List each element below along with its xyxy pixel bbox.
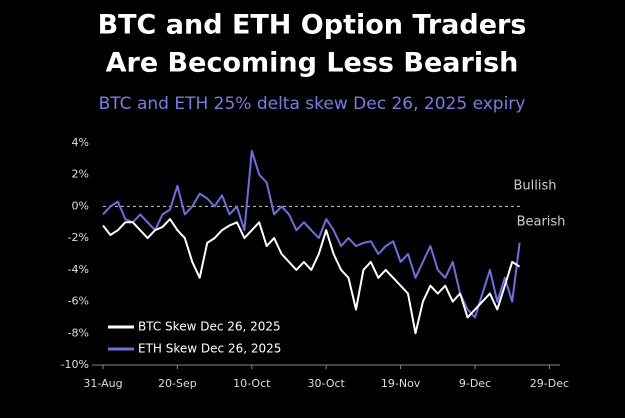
y-tick-label: -8%	[68, 326, 89, 339]
legend-label: BTC Skew Dec 26, 2025	[138, 320, 281, 334]
y-tick-label: -10%	[61, 358, 89, 371]
y-tick-label: -4%	[68, 263, 89, 276]
chart-title: Are Becoming Less Bearish	[106, 48, 519, 79]
chart-title: BTC and ETH Option Traders	[98, 10, 527, 41]
annotation: Bearish	[517, 215, 566, 230]
series-line	[102, 218, 521, 335]
x-tick-label: 29-Dec	[530, 377, 569, 390]
legend-label: ETH Skew Dec 26, 2025	[138, 342, 281, 356]
y-tick-label: -2%	[68, 231, 89, 244]
x-tick-label: 31-Aug	[83, 377, 122, 390]
y-tick-label: 4%	[72, 136, 89, 149]
x-tick-label: 20-Sep	[158, 377, 197, 390]
y-tick-label: -6%	[68, 295, 89, 308]
series-line	[102, 149, 521, 319]
chart-subtitle: BTC and ETH 25% delta skew Dec 26, 2025 …	[99, 94, 526, 114]
y-tick-label: 0%	[72, 199, 89, 212]
x-tick-label: 10-Oct	[233, 377, 271, 390]
x-tick-label: 30-Oct	[308, 377, 346, 390]
annotation: Bullish	[513, 179, 556, 194]
y-tick-label: 2%	[72, 168, 89, 181]
x-tick-label: 19-Nov	[381, 377, 421, 390]
x-tick-label: 9-Dec	[459, 377, 491, 390]
